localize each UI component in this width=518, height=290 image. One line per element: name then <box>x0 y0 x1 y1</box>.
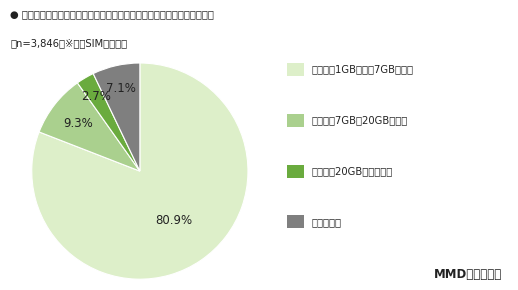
Text: （n=3,846）※格安SIMユーザー: （n=3,846）※格安SIMユーザー <box>10 38 127 48</box>
Wedge shape <box>93 63 140 171</box>
Text: 80.9%: 80.9% <box>155 214 192 227</box>
Wedge shape <box>32 63 248 279</box>
Text: 分からない: 分からない <box>312 217 342 227</box>
Wedge shape <box>77 74 140 171</box>
Text: 9.3%: 9.3% <box>64 117 93 130</box>
Text: ● 現在契約している通信会社のスマートフォンの月間のデータ容量プラン: ● 現在契約している通信会社のスマートフォンの月間のデータ容量プラン <box>10 9 214 19</box>
Wedge shape <box>39 83 140 171</box>
Text: MMD研究所調べ: MMD研究所調べ <box>434 268 502 281</box>
Text: 2.7%: 2.7% <box>81 90 111 103</box>
Text: 小容量（1GB以下～7GB未満）: 小容量（1GB以下～7GB未満） <box>312 65 414 75</box>
Text: 中容量（7GB～20GB未満）: 中容量（7GB～20GB未満） <box>312 115 408 125</box>
Text: 大容量（20GB～無制限）: 大容量（20GB～無制限） <box>312 166 393 176</box>
Text: 7.1%: 7.1% <box>106 82 136 95</box>
